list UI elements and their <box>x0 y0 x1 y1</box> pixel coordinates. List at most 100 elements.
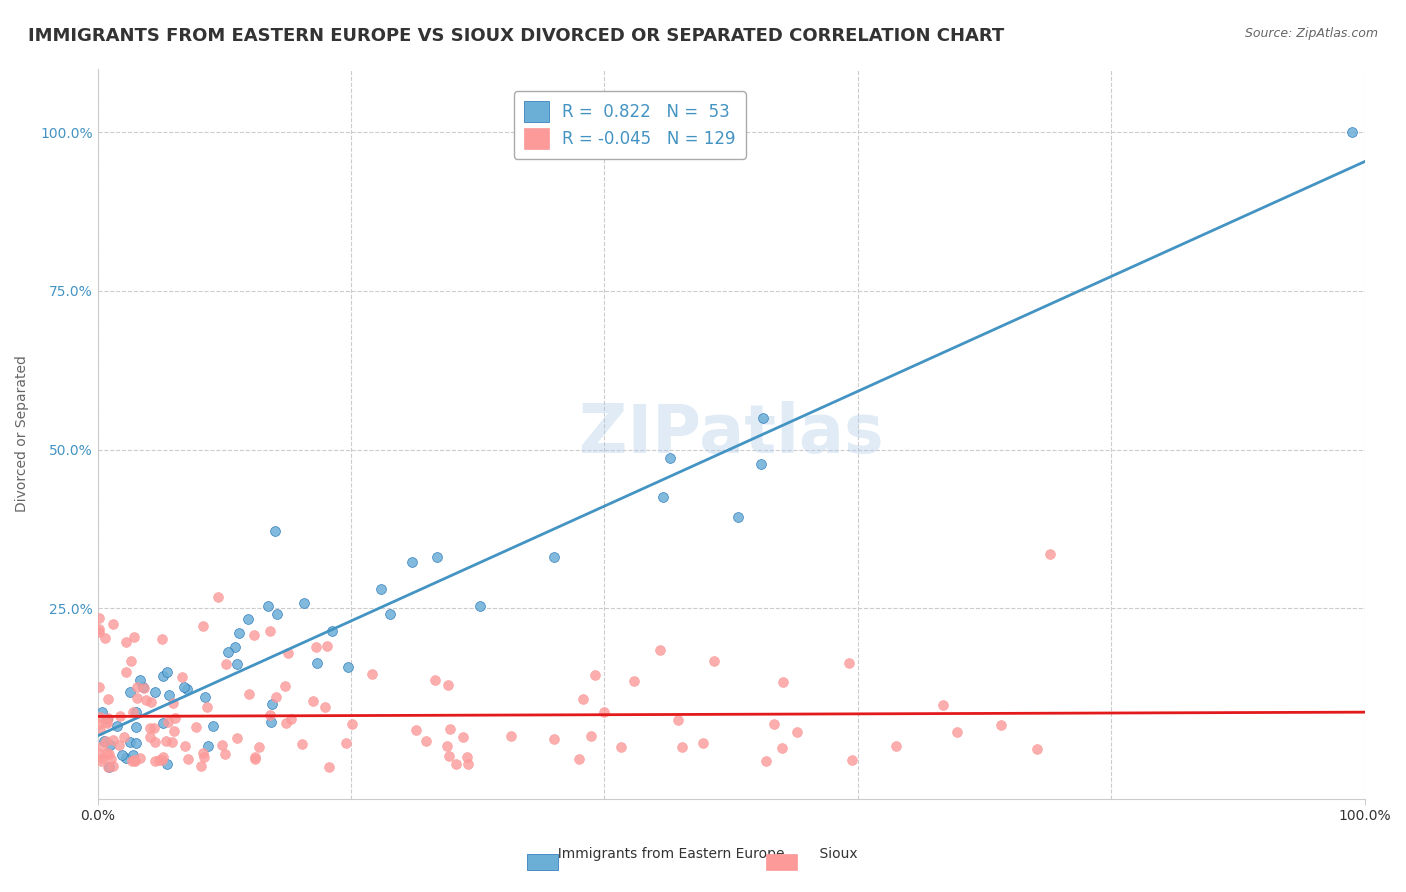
Sioux <box>318 759 340 773</box>
Sioux <box>135 692 157 706</box>
Sioux <box>361 666 384 681</box>
Immigrants from Eastern Europe <box>194 690 217 704</box>
Sioux <box>501 729 523 743</box>
Sioux <box>932 698 955 712</box>
Immigrants from Eastern Europe <box>100 739 122 753</box>
Sioux <box>97 759 120 773</box>
Sioux <box>583 667 606 681</box>
Sioux <box>247 739 270 754</box>
Sioux <box>243 752 266 766</box>
Sioux <box>128 751 150 765</box>
Sioux <box>96 746 118 760</box>
Immigrants from Eastern Europe <box>651 490 673 504</box>
Immigrants from Eastern Europe <box>173 680 195 694</box>
Immigrants from Eastern Europe <box>226 657 249 671</box>
Sioux <box>238 687 260 701</box>
Sioux <box>139 721 162 735</box>
Immigrants from Eastern Europe <box>228 626 250 640</box>
Sioux <box>121 754 143 768</box>
Sioux <box>666 713 689 727</box>
Sioux <box>1039 548 1062 562</box>
Immigrants from Eastern Europe <box>336 660 359 674</box>
Text: Immigrants from Eastern Europe        Sioux: Immigrants from Eastern Europe Sioux <box>548 847 858 861</box>
Immigrants from Eastern Europe <box>132 681 155 695</box>
Text: IMMIGRANTS FROM EASTERN EUROPE VS SIOUX DIVORCED OR SEPARATED CORRELATION CHART: IMMIGRANTS FROM EASTERN EUROPE VS SIOUX … <box>28 27 1004 45</box>
Immigrants from Eastern Europe <box>305 656 328 670</box>
Sioux <box>162 696 184 710</box>
Immigrants from Eastern Europe <box>264 524 287 539</box>
Sioux <box>112 730 135 744</box>
Sioux <box>1025 742 1047 756</box>
Sioux <box>215 657 238 671</box>
Immigrants from Eastern Europe <box>1341 125 1364 139</box>
Sioux <box>207 590 229 604</box>
Sioux <box>94 632 117 646</box>
Sioux <box>148 753 170 767</box>
Sioux <box>177 752 200 766</box>
Sioux <box>444 756 467 771</box>
Sioux <box>139 730 162 744</box>
Immigrants from Eastern Europe <box>118 685 141 699</box>
Sioux <box>90 751 112 765</box>
Sioux <box>243 628 266 642</box>
Sioux <box>439 722 461 736</box>
Sioux <box>150 753 173 767</box>
Sioux <box>89 710 111 724</box>
Sioux <box>436 739 458 753</box>
Immigrants from Eastern Europe <box>111 748 134 763</box>
Sioux <box>543 732 565 747</box>
Sioux <box>108 738 131 752</box>
Immigrants from Eastern Europe <box>321 624 343 638</box>
Sioux <box>143 754 166 768</box>
Immigrants from Eastern Europe <box>378 607 401 621</box>
Sioux <box>108 709 131 723</box>
Sioux <box>94 714 117 729</box>
Sioux <box>150 632 173 646</box>
Immigrants from Eastern Europe <box>152 716 174 731</box>
Sioux <box>120 654 142 668</box>
Sioux <box>841 753 863 767</box>
Sioux <box>170 670 193 684</box>
Sioux <box>122 630 145 644</box>
Immigrants from Eastern Europe <box>125 720 148 734</box>
Immigrants from Eastern Europe <box>176 682 198 697</box>
Sioux <box>568 752 591 766</box>
Sioux <box>193 750 215 764</box>
Sioux <box>838 656 860 670</box>
Immigrants from Eastern Europe <box>224 640 246 654</box>
Y-axis label: Divorced or Separated: Divorced or Separated <box>15 355 30 512</box>
Sioux <box>703 654 725 668</box>
Immigrants from Eastern Europe <box>751 458 773 472</box>
Sioux <box>101 758 124 772</box>
Sioux <box>125 691 148 706</box>
Sioux <box>157 715 180 730</box>
Sioux <box>139 695 162 709</box>
Sioux <box>87 611 110 625</box>
Sioux <box>457 757 479 772</box>
Sioux <box>152 750 174 764</box>
Immigrants from Eastern Europe <box>257 599 280 613</box>
Sioux <box>195 700 218 714</box>
Sioux <box>245 750 267 764</box>
Sioux <box>623 674 645 689</box>
Immigrants from Eastern Europe <box>202 719 225 733</box>
Immigrants from Eastern Europe <box>96 712 118 726</box>
Immigrants from Eastern Europe <box>125 706 148 720</box>
Sioux <box>121 705 143 719</box>
Immigrants from Eastern Europe <box>118 735 141 749</box>
Immigrants from Eastern Europe <box>125 736 148 750</box>
Immigrants from Eastern Europe <box>155 756 177 771</box>
Immigrants from Eastern Europe <box>152 669 174 683</box>
Sioux <box>97 747 120 762</box>
Sioux <box>124 754 146 768</box>
Sioux <box>143 735 166 749</box>
Immigrants from Eastern Europe <box>266 607 288 621</box>
Sioux <box>884 739 907 753</box>
Sioux <box>191 618 214 632</box>
Sioux <box>160 734 183 748</box>
Sioux <box>437 748 460 763</box>
Sioux <box>274 679 297 693</box>
Immigrants from Eastern Europe <box>260 714 283 729</box>
Sioux <box>90 754 112 768</box>
Sioux <box>103 617 125 632</box>
